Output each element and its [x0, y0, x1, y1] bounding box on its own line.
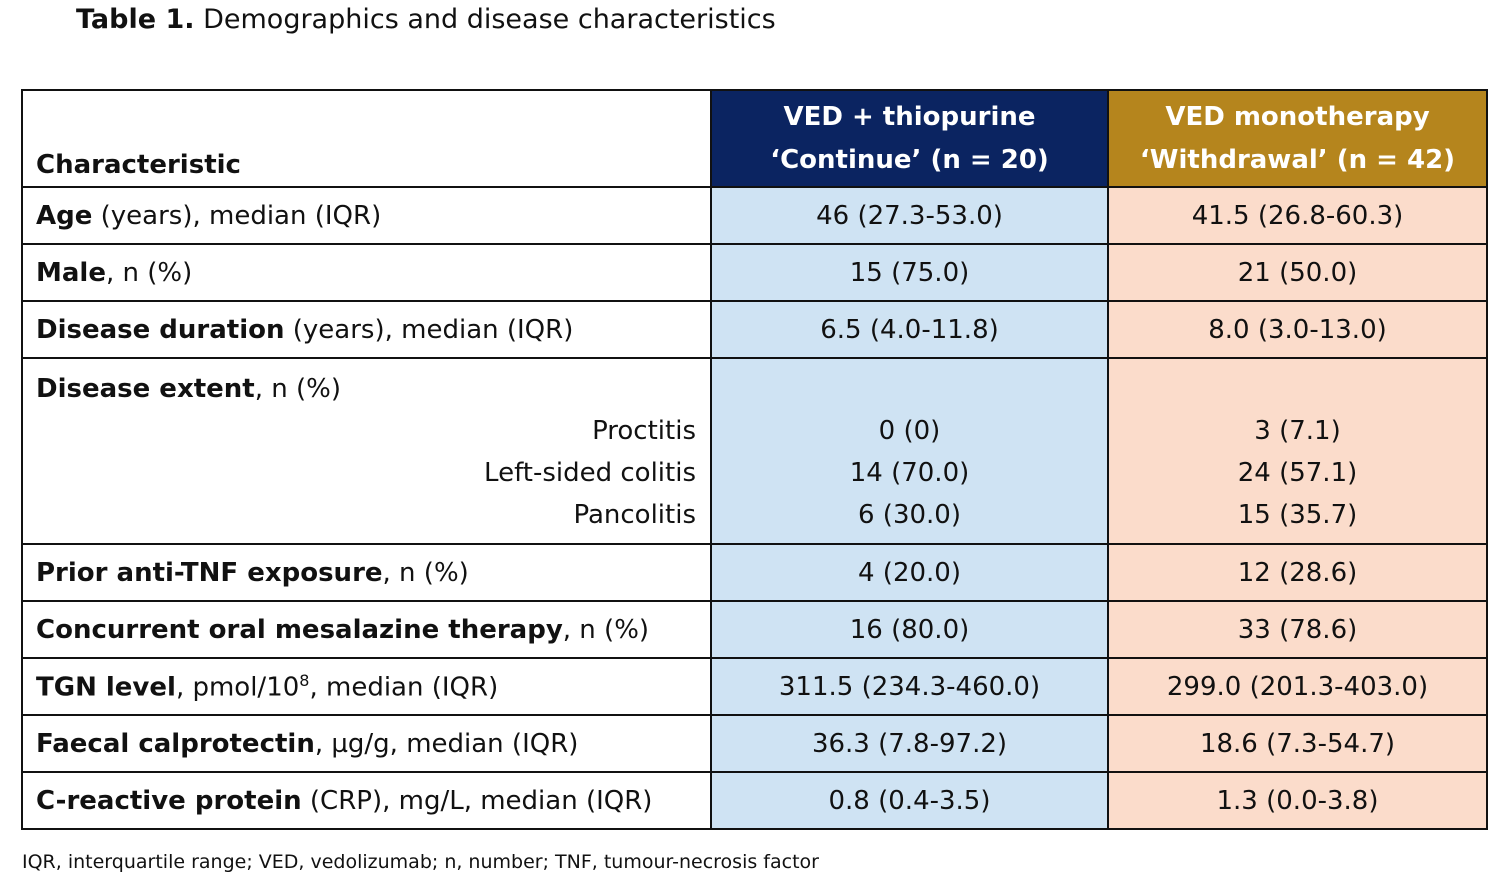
row-label-rest: , µg/g, median (IQR) — [314, 728, 579, 759]
superscript-exponent: 8 — [299, 670, 310, 690]
row-label-rest: (CRP), mg/L, median (IQR) — [301, 785, 653, 816]
header-continue-group: VED + thiopurine ‘Continue’ (n = 20) — [710, 89, 1109, 188]
row-label-crp: C-reactive protein (CRP), mg/L, median (… — [21, 771, 712, 830]
header-withdrawal-line1: VED monotherapy — [1165, 101, 1430, 132]
header-row: Characteristic VED + thiopurine ‘Continu… — [21, 89, 1488, 188]
row-label-rest: , n (%) — [382, 557, 469, 588]
table-row: Prior anti-TNF exposure, n (%) 4 (20.0) … — [21, 543, 1488, 602]
cell-withdrawal-proctitis: 3 (7.1) — [1254, 416, 1341, 446]
row-label-bold: Concurrent oral mesalazine therapy — [36, 614, 563, 645]
row-label-tgn: TGN level, pmol/108, median (IQR) — [21, 657, 712, 716]
cell-continue-tgn: 311.5 (234.3-460.0) — [710, 657, 1109, 716]
cell-continue-calprotectin: 36.3 (7.8-97.2) — [710, 714, 1109, 773]
table-row: Concurrent oral mesalazine therapy, n (%… — [21, 600, 1488, 659]
row-label-bold: TGN level — [36, 672, 176, 703]
cell-continue-extent: 0 (0) 14 (70.0) 6 (30.0) — [710, 357, 1109, 545]
row-label-rest: , median (IQR) — [309, 672, 499, 703]
table-row: C-reactive protein (CRP), mg/L, median (… — [21, 771, 1488, 830]
table-row: Male, n (%) 15 (75.0) 21 (50.0) — [21, 243, 1488, 302]
row-label-bold: Disease duration — [36, 314, 285, 345]
cell-withdrawal-duration: 8.0 (3.0-13.0) — [1107, 300, 1488, 359]
row-label-male: Male, n (%) — [21, 243, 712, 302]
cell-continue-proctitis: 0 (0) — [878, 416, 941, 446]
cell-continue-mesalazine: 16 (80.0) — [710, 600, 1109, 659]
cell-continue-male: 15 (75.0) — [710, 243, 1109, 302]
header-characteristic: Characteristic — [21, 89, 712, 188]
cell-withdrawal-tgn: 299.0 (201.3-403.0) — [1107, 657, 1488, 716]
table-number: Table 1. — [76, 4, 195, 35]
row-label-bold: Faecal calprotectin — [36, 728, 315, 759]
row-label-rest: (years), median (IQR) — [92, 200, 382, 231]
demographics-table: Characteristic VED + thiopurine ‘Continu… — [21, 89, 1488, 830]
row-label-bold: Male — [36, 257, 106, 288]
table-row: Faecal calprotectin, µg/g, median (IQR) … — [21, 714, 1488, 773]
row-label-rest: , n (%) — [562, 614, 650, 645]
table-caption: Demographics and disease characteristics — [203, 4, 776, 35]
sub-label-left-sided: Left-sided colitis — [484, 458, 696, 488]
table-footnote: IQR, interquartile range; VED, vedolizum… — [22, 851, 819, 873]
table-row: Disease extent, n (%) Proctitis Left-sid… — [21, 357, 1488, 545]
cell-continue-antitnf: 4 (20.0) — [710, 543, 1109, 602]
row-label-bold: C-reactive protein — [36, 785, 302, 816]
cell-continue-crp: 0.8 (0.4-3.5) — [710, 771, 1109, 830]
row-label-antitnf: Prior anti-TNF exposure, n (%) — [21, 543, 712, 602]
cell-withdrawal-crp: 1.3 (0.0-3.8) — [1107, 771, 1488, 830]
cell-continue-age: 46 (27.3-53.0) — [710, 186, 1109, 245]
table-row: Age (years), median (IQR) 46 (27.3-53.0)… — [21, 186, 1488, 245]
row-label-duration: Disease duration (years), median (IQR) — [21, 300, 712, 359]
cell-withdrawal-extent: 3 (7.1) 24 (57.1) 15 (35.7) — [1107, 357, 1488, 545]
cell-withdrawal-pancolitis: 15 (35.7) — [1237, 500, 1358, 530]
row-label-mesalazine: Concurrent oral mesalazine therapy, n (%… — [21, 600, 712, 659]
cell-withdrawal-left-sided: 24 (57.1) — [1237, 458, 1358, 488]
row-label-extent: Disease extent, n (%) Proctitis Left-sid… — [21, 357, 712, 545]
cell-withdrawal-antitnf: 12 (28.6) — [1107, 543, 1488, 602]
row-label-bold: Disease extent — [36, 374, 255, 404]
row-label-rest: , n (%) — [254, 374, 341, 404]
cell-continue-duration: 6.5 (4.0-11.8) — [710, 300, 1109, 359]
header-withdrawal-group: VED monotherapy ‘Withdrawal’ (n = 42) — [1107, 89, 1488, 188]
table-row: Disease duration (years), median (IQR) 6… — [21, 300, 1488, 359]
table-title: Table 1. Demographics and disease charac… — [76, 2, 776, 38]
sub-label-pancolitis: Pancolitis — [573, 500, 696, 530]
sub-label-proctitis: Proctitis — [592, 416, 696, 446]
header-continue-line2: ‘Continue’ (n = 20) — [770, 144, 1049, 175]
row-label-age: Age (years), median (IQR) — [21, 186, 712, 245]
cell-continue-pancolitis: 6 (30.0) — [858, 500, 961, 530]
cell-withdrawal-male: 21 (50.0) — [1107, 243, 1488, 302]
cell-withdrawal-age: 41.5 (26.8-60.3) — [1107, 186, 1488, 245]
header-continue-line1: VED + thiopurine — [783, 101, 1036, 132]
row-label-rest: , n (%) — [105, 257, 193, 288]
row-label-calprotectin: Faecal calprotectin, µg/g, median (IQR) — [21, 714, 712, 773]
row-label-rest: , pmol/10 — [175, 672, 300, 703]
table-row: TGN level, pmol/108, median (IQR) 311.5 … — [21, 657, 1488, 716]
cell-continue-left-sided: 14 (70.0) — [849, 458, 970, 488]
row-label-bold: Prior anti-TNF exposure — [36, 557, 383, 588]
row-label-rest: (years), median (IQR) — [284, 314, 574, 345]
header-withdrawal-line2: ‘Withdrawal’ (n = 42) — [1139, 144, 1456, 175]
cell-withdrawal-calprotectin: 18.6 (7.3-54.7) — [1107, 714, 1488, 773]
row-label-bold: Age — [36, 200, 93, 231]
cell-withdrawal-mesalazine: 33 (78.6) — [1107, 600, 1488, 659]
